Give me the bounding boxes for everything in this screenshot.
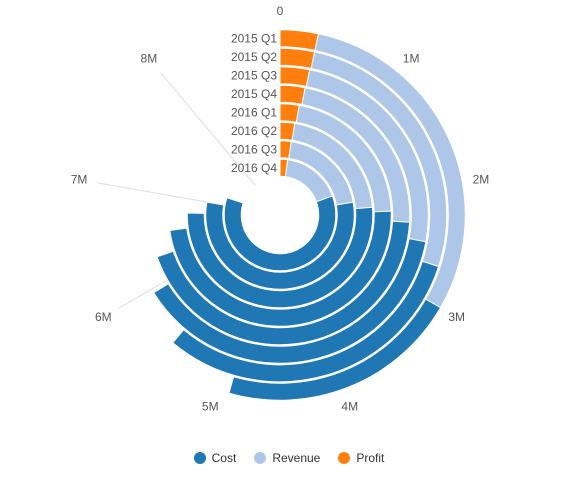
bar-segment-profit[interactable]	[279, 47, 316, 70]
angle-tick-label: 0	[277, 4, 284, 18]
category-label: 2016 Q3	[231, 142, 277, 156]
category-label: 2015 Q3	[231, 68, 277, 82]
angle-tick-label: 6M	[95, 310, 112, 324]
category-label: 2016 Q1	[231, 105, 277, 119]
bar-segment-cost[interactable]	[205, 201, 355, 290]
category-label: 2015 Q4	[231, 87, 277, 101]
bar-segment-cost[interactable]	[153, 238, 427, 364]
legend: Cost Revenue Profit	[0, 451, 578, 465]
category-label: 2016 Q4	[231, 161, 277, 175]
legend-item-revenue[interactable]: Revenue	[254, 451, 320, 465]
legend-label-revenue: Revenue	[272, 451, 321, 465]
angle-tick-label: 1M	[403, 52, 420, 66]
category-label: 2015 Q1	[231, 31, 277, 45]
bar-segment-cost[interactable]	[156, 220, 411, 346]
bar-segment-cost[interactable]	[172, 260, 440, 383]
legend-swatch-cost	[193, 452, 206, 464]
angle-tick-label: 5M	[202, 400, 219, 414]
bar-segment-profit[interactable]	[279, 84, 306, 105]
bar-segment-cost[interactable]	[228, 298, 442, 401]
category-label: 2016 Q2	[231, 124, 277, 138]
legend-swatch-profit	[338, 452, 351, 464]
angle-tick-label: 2M	[473, 173, 490, 187]
legend-label-cost: Cost	[211, 451, 237, 465]
angle-tick-label: 7M	[71, 173, 88, 187]
angle-tick-label: 3M	[448, 310, 465, 324]
legend-item-profit[interactable]: Profit	[338, 451, 384, 465]
bar-segment-cost[interactable]	[186, 206, 374, 309]
angle-tick-label: 8M	[141, 52, 158, 66]
angle-tick-label: 4M	[341, 400, 358, 414]
legend-swatch-revenue	[254, 452, 267, 464]
angle-tick-labels: 0 1M 2M 3M 4M 5M 6M 7M 8M	[71, 4, 489, 414]
category-labels: 2015 Q1 2015 Q2 2015 Q3 2015 Q4 2016 Q1 2016 …	[231, 31, 277, 175]
bar-segment-profit[interactable]	[279, 29, 320, 52]
bar-segment-cost[interactable]	[169, 210, 392, 327]
bars	[153, 29, 466, 401]
angle-gridline	[160, 72, 256, 187]
category-label: 2015 Q2	[231, 50, 277, 64]
legend-item-cost[interactable]: Cost	[193, 451, 237, 465]
bar-segment-cost[interactable]	[223, 195, 337, 272]
bar-segment-profit[interactable]	[279, 66, 311, 88]
legend-label-profit: Profit	[356, 451, 385, 465]
